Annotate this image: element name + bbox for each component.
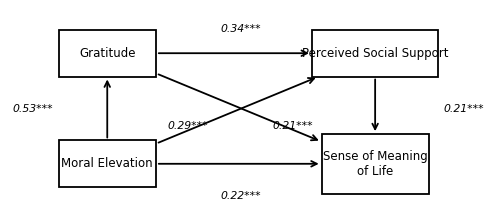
Text: 0.22***: 0.22***: [221, 191, 261, 201]
Text: Perceived Social Support: Perceived Social Support: [302, 47, 448, 60]
Bar: [59, 30, 156, 77]
Text: Moral Elevation: Moral Elevation: [62, 157, 153, 170]
Text: 0.34***: 0.34***: [221, 24, 261, 34]
Bar: [322, 134, 429, 194]
Bar: [59, 140, 156, 187]
Text: 0.21***: 0.21***: [443, 104, 484, 113]
Text: Gratitude: Gratitude: [79, 47, 136, 60]
Text: Sense of Meaning
of Life: Sense of Meaning of Life: [323, 150, 427, 178]
Bar: [312, 30, 438, 77]
Text: 0.21***: 0.21***: [272, 120, 313, 130]
Text: 0.53***: 0.53***: [12, 104, 53, 113]
Text: 0.29***: 0.29***: [167, 120, 208, 130]
